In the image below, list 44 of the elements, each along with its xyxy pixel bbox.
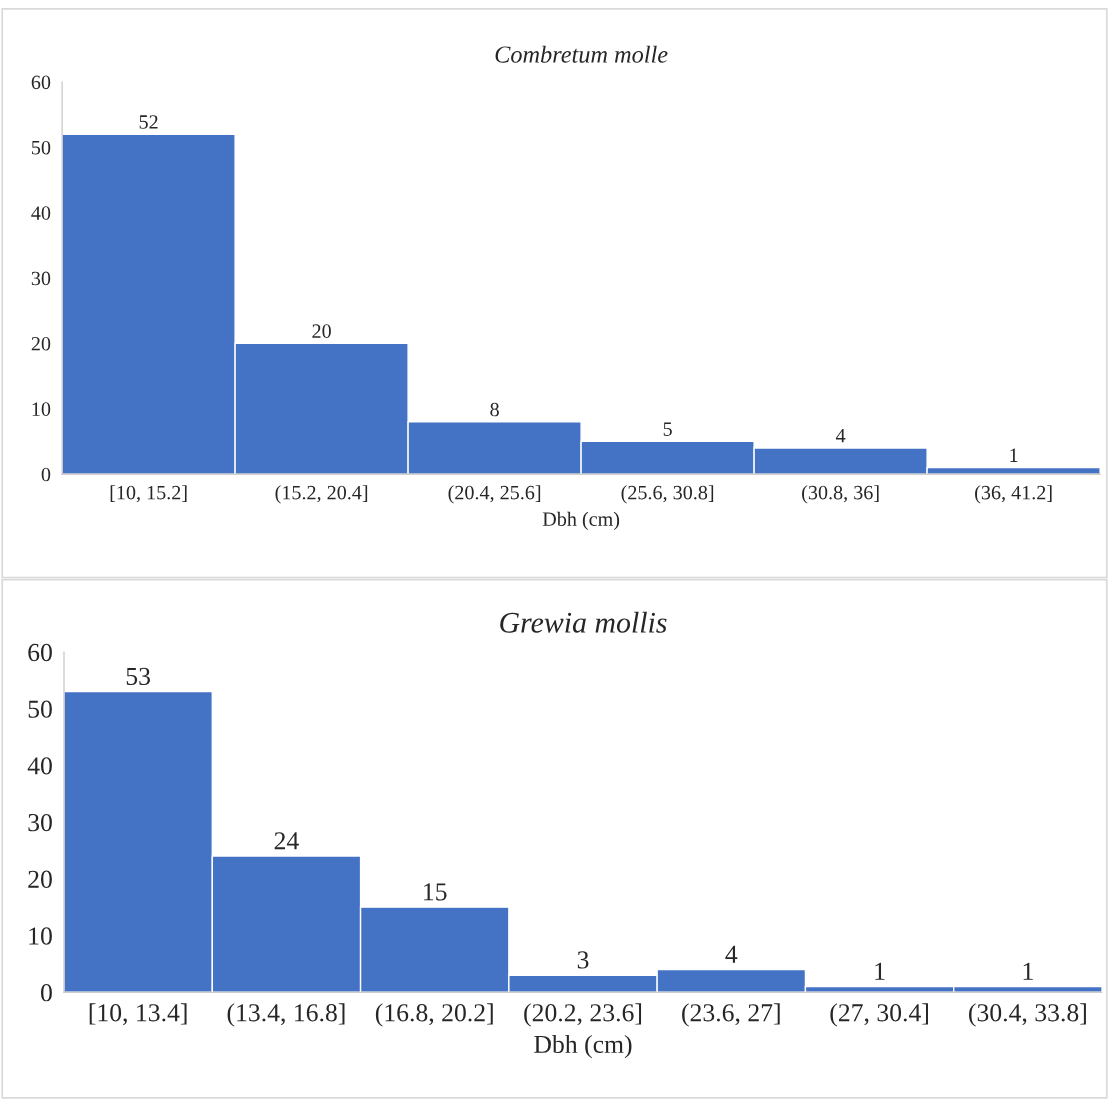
y-tick-label: 60 — [28, 643, 52, 662]
x-tick-label: [10, 15.2] — [110, 485, 187, 503]
data-label: 15 — [424, 883, 447, 901]
data-label: 4 — [725, 945, 738, 963]
y-tick-label: 30 — [28, 813, 52, 832]
data-label: 3 — [577, 951, 589, 969]
x-tick-label: (15.2, 20.4] — [275, 485, 368, 504]
data-label: 1 — [1010, 448, 1018, 462]
data-label: 53 — [126, 667, 150, 686]
y-tick-label: 0 — [41, 467, 51, 482]
x-tick-label: (16.8, 20.2] — [375, 1003, 493, 1027]
data-label: 4 — [835, 429, 846, 443]
x-tick-label: (30.8, 36] — [802, 485, 879, 504]
y-tick-label: 0 — [41, 984, 52, 1002]
x-tick-label: [10, 13.4] — [89, 1003, 187, 1026]
data-label: 5 — [663, 422, 672, 436]
data-label: 8 — [490, 402, 499, 417]
y-tick-label: 40 — [27, 757, 52, 775]
data-label: 24 — [274, 832, 299, 850]
y-tick-label: 50 — [28, 700, 52, 718]
data-label: 20 — [312, 324, 331, 338]
x-tick-label: (20.2, 23.6] — [524, 1003, 642, 1027]
x-tick-label: (20.4, 25.6] — [448, 485, 541, 504]
x-axis-title: Dbh (cm) — [542, 511, 620, 531]
x-tick-label: (36, 41.2] — [975, 485, 1052, 504]
data-label: 52 — [139, 115, 158, 129]
data-label: 1 — [875, 962, 885, 980]
x-tick-label: (30.4, 33.8] — [969, 1003, 1086, 1027]
y-tick-label: 20 — [31, 336, 51, 351]
y-tick-label: 10 — [32, 402, 51, 416]
y-tick-label: 20 — [28, 870, 52, 888]
x-tick-label: (27, 30.4] — [830, 1003, 928, 1027]
y-tick-label: 40 — [31, 206, 51, 220]
y-tick-label: 60 — [31, 75, 51, 90]
x-tick-label: (23.6, 27] — [682, 1003, 780, 1027]
y-tick-label: 30 — [31, 271, 51, 286]
x-tick-label: (13.4, 16.8] — [227, 1003, 345, 1027]
data-label: 1 — [1023, 962, 1033, 980]
x-tick-label: (25.6, 30.8] — [621, 485, 714, 504]
chart-title: Combretum molle — [495, 45, 668, 63]
y-tick-label: 10 — [29, 927, 52, 945]
x-axis-title: Dbh (cm) — [534, 1034, 632, 1059]
y-tick-label: 50 — [32, 140, 51, 155]
chart-title: Grewia mollis — [500, 611, 667, 633]
